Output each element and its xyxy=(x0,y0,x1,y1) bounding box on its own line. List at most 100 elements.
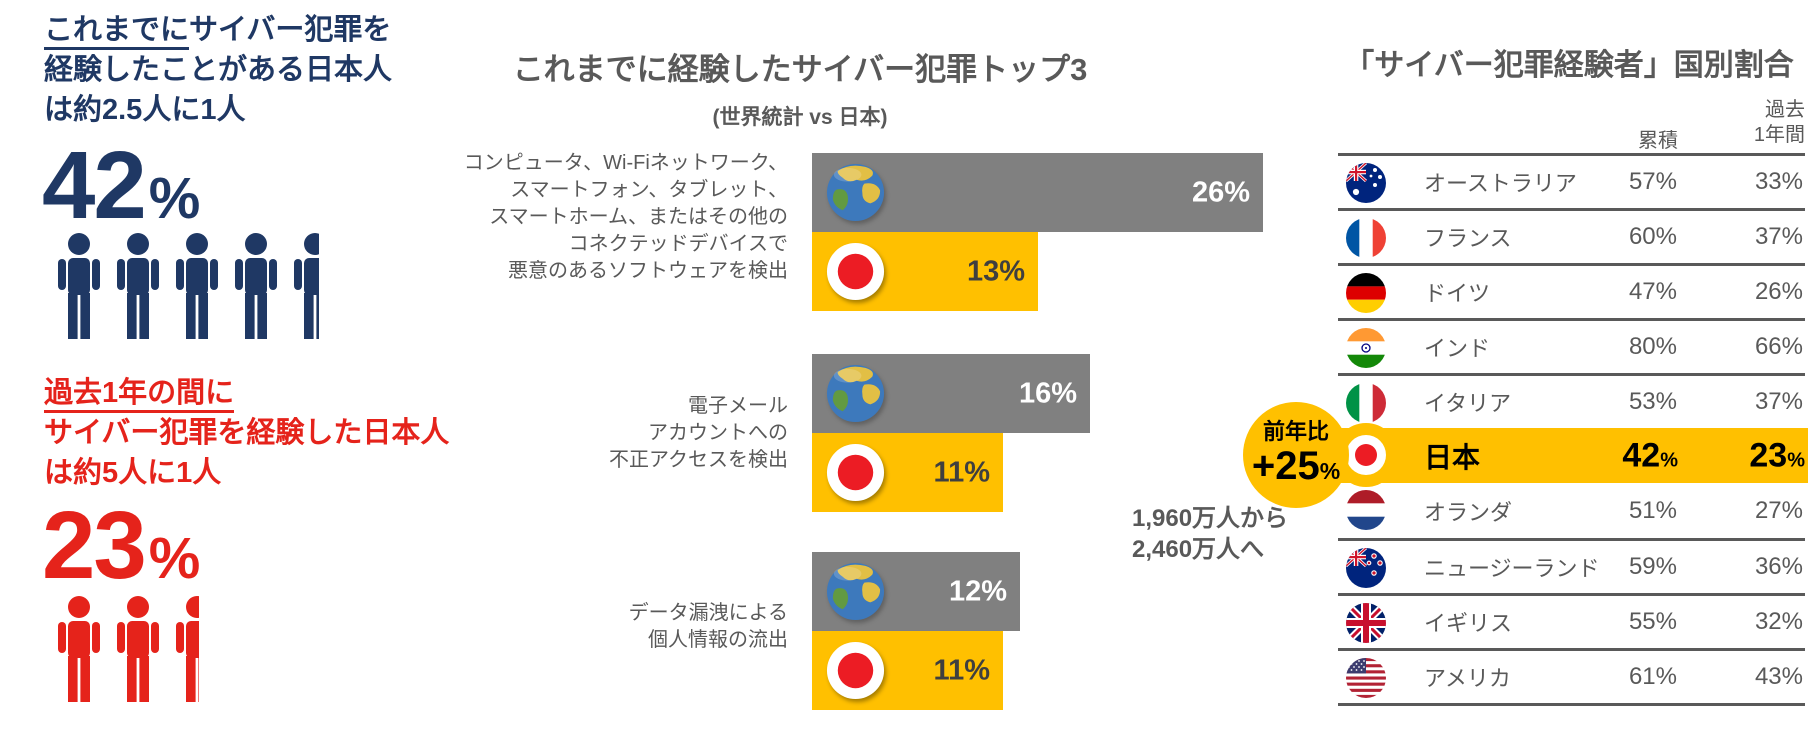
past-year-stat-heading: 過去1年の間に サイバー犯罪を経験した日本人 は約5人に1人 xyxy=(44,373,449,493)
label-line: 電子メール xyxy=(688,395,788,417)
person-icon xyxy=(117,596,159,702)
victims-count-note: 1,960万人から 2,460万人へ xyxy=(1132,503,1288,565)
cumulative-value: 61% xyxy=(1628,663,1677,690)
country-name: ドイツ xyxy=(1424,281,1491,306)
lifetime-heading-line3: は約2.5人に1人 xyxy=(44,94,246,126)
world-bar-value: 26% xyxy=(1191,176,1250,208)
bar-category-label-malware: コンピュータ、Wi-Fiネットワーク、 スマートフォン、タブレット、 スマートホ… xyxy=(440,150,788,285)
past-year-value: 23% xyxy=(1749,436,1805,475)
world-bar-value: 12% xyxy=(948,575,1007,607)
cumulative-value: 80% xyxy=(1628,333,1677,360)
lifetime-heading-rest: サイバー犯罪を xyxy=(189,14,392,46)
label-line: スマートホーム、またはその他の xyxy=(489,206,788,228)
flag-germany-icon xyxy=(1346,273,1386,313)
cumulative-number: 42 xyxy=(1622,436,1661,474)
table-row-japan-highlighted: 日本 42% 23% xyxy=(1338,428,1808,483)
flag-france-icon xyxy=(1346,218,1386,258)
world-bar-malware: 26% xyxy=(812,153,1263,232)
partial-person-icon xyxy=(293,233,319,339)
japan-bar-databreach: 11% xyxy=(812,631,1003,710)
label-line: データ漏洩による xyxy=(628,602,788,624)
past-year-heading-underlined: 過去1年の間に xyxy=(44,377,235,413)
past-year-value: 27% xyxy=(1754,496,1803,524)
flag-italy-icon xyxy=(1346,383,1386,423)
past-year-value: 66% xyxy=(1754,333,1803,360)
yoy-badge-number: +25 xyxy=(1251,443,1320,488)
cumulative-value: 60% xyxy=(1628,223,1677,250)
flag-india-icon xyxy=(1346,328,1386,368)
table-row-new-zealand: ニュージーランド 59% 36% xyxy=(1338,538,1805,593)
past-year-number: 23 xyxy=(1749,436,1788,474)
label-line: 個人情報の流出 xyxy=(648,629,788,651)
victims-note-line2: 2,460万人へ xyxy=(1132,536,1265,563)
cumulative-value: 53% xyxy=(1628,388,1677,415)
japan-flag-icon xyxy=(824,639,887,702)
header-past-line2: 1年間 xyxy=(1753,124,1805,146)
world-bar-value: 16% xyxy=(1018,377,1077,409)
partial-person-icon xyxy=(175,596,199,702)
past-year-value: 33% xyxy=(1754,168,1803,195)
world-bar-databreach: 12% xyxy=(812,552,1020,631)
past-year-value: 43% xyxy=(1754,663,1803,690)
past-year-heading-line1: 過去1年の間に xyxy=(44,373,449,413)
globe-icon xyxy=(824,362,887,425)
victims-note-line1: 1,960万人から xyxy=(1132,505,1289,532)
past-year-value: 37% xyxy=(1754,388,1803,415)
past-year-value: 36% xyxy=(1754,553,1803,580)
center-chart-title: これまでに経験したサイバー犯罪トップ3 xyxy=(512,52,1088,87)
past-year-value: 32% xyxy=(1754,608,1803,635)
lifetime-heading-line1: これまでにサイバー犯罪を xyxy=(44,10,392,50)
japan-bar-value: 13% xyxy=(966,255,1025,287)
globe-icon xyxy=(824,161,887,224)
table-row-italy: イタリア 53% 37% xyxy=(1338,373,1805,428)
country-name: フランス xyxy=(1424,226,1512,251)
past-year-people-pictogram xyxy=(57,596,199,702)
flag-new-zealand-icon xyxy=(1346,548,1386,588)
lifetime-people-pictogram xyxy=(57,233,319,339)
label-line: 不正アクセスを検出 xyxy=(609,449,788,471)
flag-australia-icon xyxy=(1346,163,1386,203)
person-icon xyxy=(117,233,159,339)
yoy-badge-value: +25% xyxy=(1252,445,1340,492)
table-row-netherlands: オランダ 51% 27% xyxy=(1338,483,1805,538)
cumulative-value: 55% xyxy=(1628,608,1677,635)
person-icon xyxy=(58,233,100,339)
label-line: スマートフォン、タブレット、 xyxy=(510,179,788,201)
lifetime-stat-value: 42% xyxy=(42,138,200,234)
past-year-percent-sign: % xyxy=(148,526,201,591)
center-chart-subtitle: (世界統計 vs 日本) xyxy=(712,106,888,129)
label-line: コネクテッドデバイスで xyxy=(568,233,788,255)
lifetime-heading-underlined: これまでに xyxy=(44,14,190,50)
past-year-percent-number: 23 xyxy=(42,492,147,599)
yoy-badge-percent-sign: % xyxy=(1319,457,1341,484)
bar-category-label-email: 電子メール アカウントへの 不正アクセスを検出 xyxy=(440,393,788,474)
japan-flag-icon xyxy=(824,441,887,504)
country-name: オランダ xyxy=(1424,499,1513,525)
column-header-past-year: 過去 1年間 xyxy=(1338,98,1805,148)
label-line: アカウントへの xyxy=(648,422,788,444)
japan-bar-value: 11% xyxy=(933,654,990,686)
table-bottom-border xyxy=(1338,703,1805,706)
column-header-cumulative: 累積 xyxy=(1638,130,1678,152)
table-row-uk: イギリス 55% 32% xyxy=(1338,593,1805,648)
past-year-heading-line2: サイバー犯罪を経験した日本人 xyxy=(44,417,450,449)
label-line: コンピュータ、Wi-Fiネットワーク、 xyxy=(463,152,788,174)
past-year-value: 37% xyxy=(1754,223,1803,250)
table-row-india: インド 80% 66% xyxy=(1338,318,1805,373)
header-past-line1: 過去 xyxy=(1765,99,1805,121)
lifetime-percent-number: 42 xyxy=(42,132,147,239)
person-icon xyxy=(58,596,100,702)
world-bar-email: 16% xyxy=(812,354,1090,433)
cumulative-value: 42% xyxy=(1622,436,1678,475)
person-icon xyxy=(176,233,218,339)
flag-uk-icon xyxy=(1346,603,1386,643)
japan-bar-malware: 13% xyxy=(812,232,1038,311)
cumulative-value: 59% xyxy=(1628,553,1677,580)
percent-sign: % xyxy=(1660,449,1678,471)
country-name: イギリス xyxy=(1424,611,1513,636)
table-row-germany: ドイツ 47% 26% xyxy=(1338,263,1805,318)
flag-japan-icon xyxy=(1346,435,1386,475)
japan-bar-value: 11% xyxy=(933,456,990,488)
country-name: イタリア xyxy=(1424,391,1512,416)
